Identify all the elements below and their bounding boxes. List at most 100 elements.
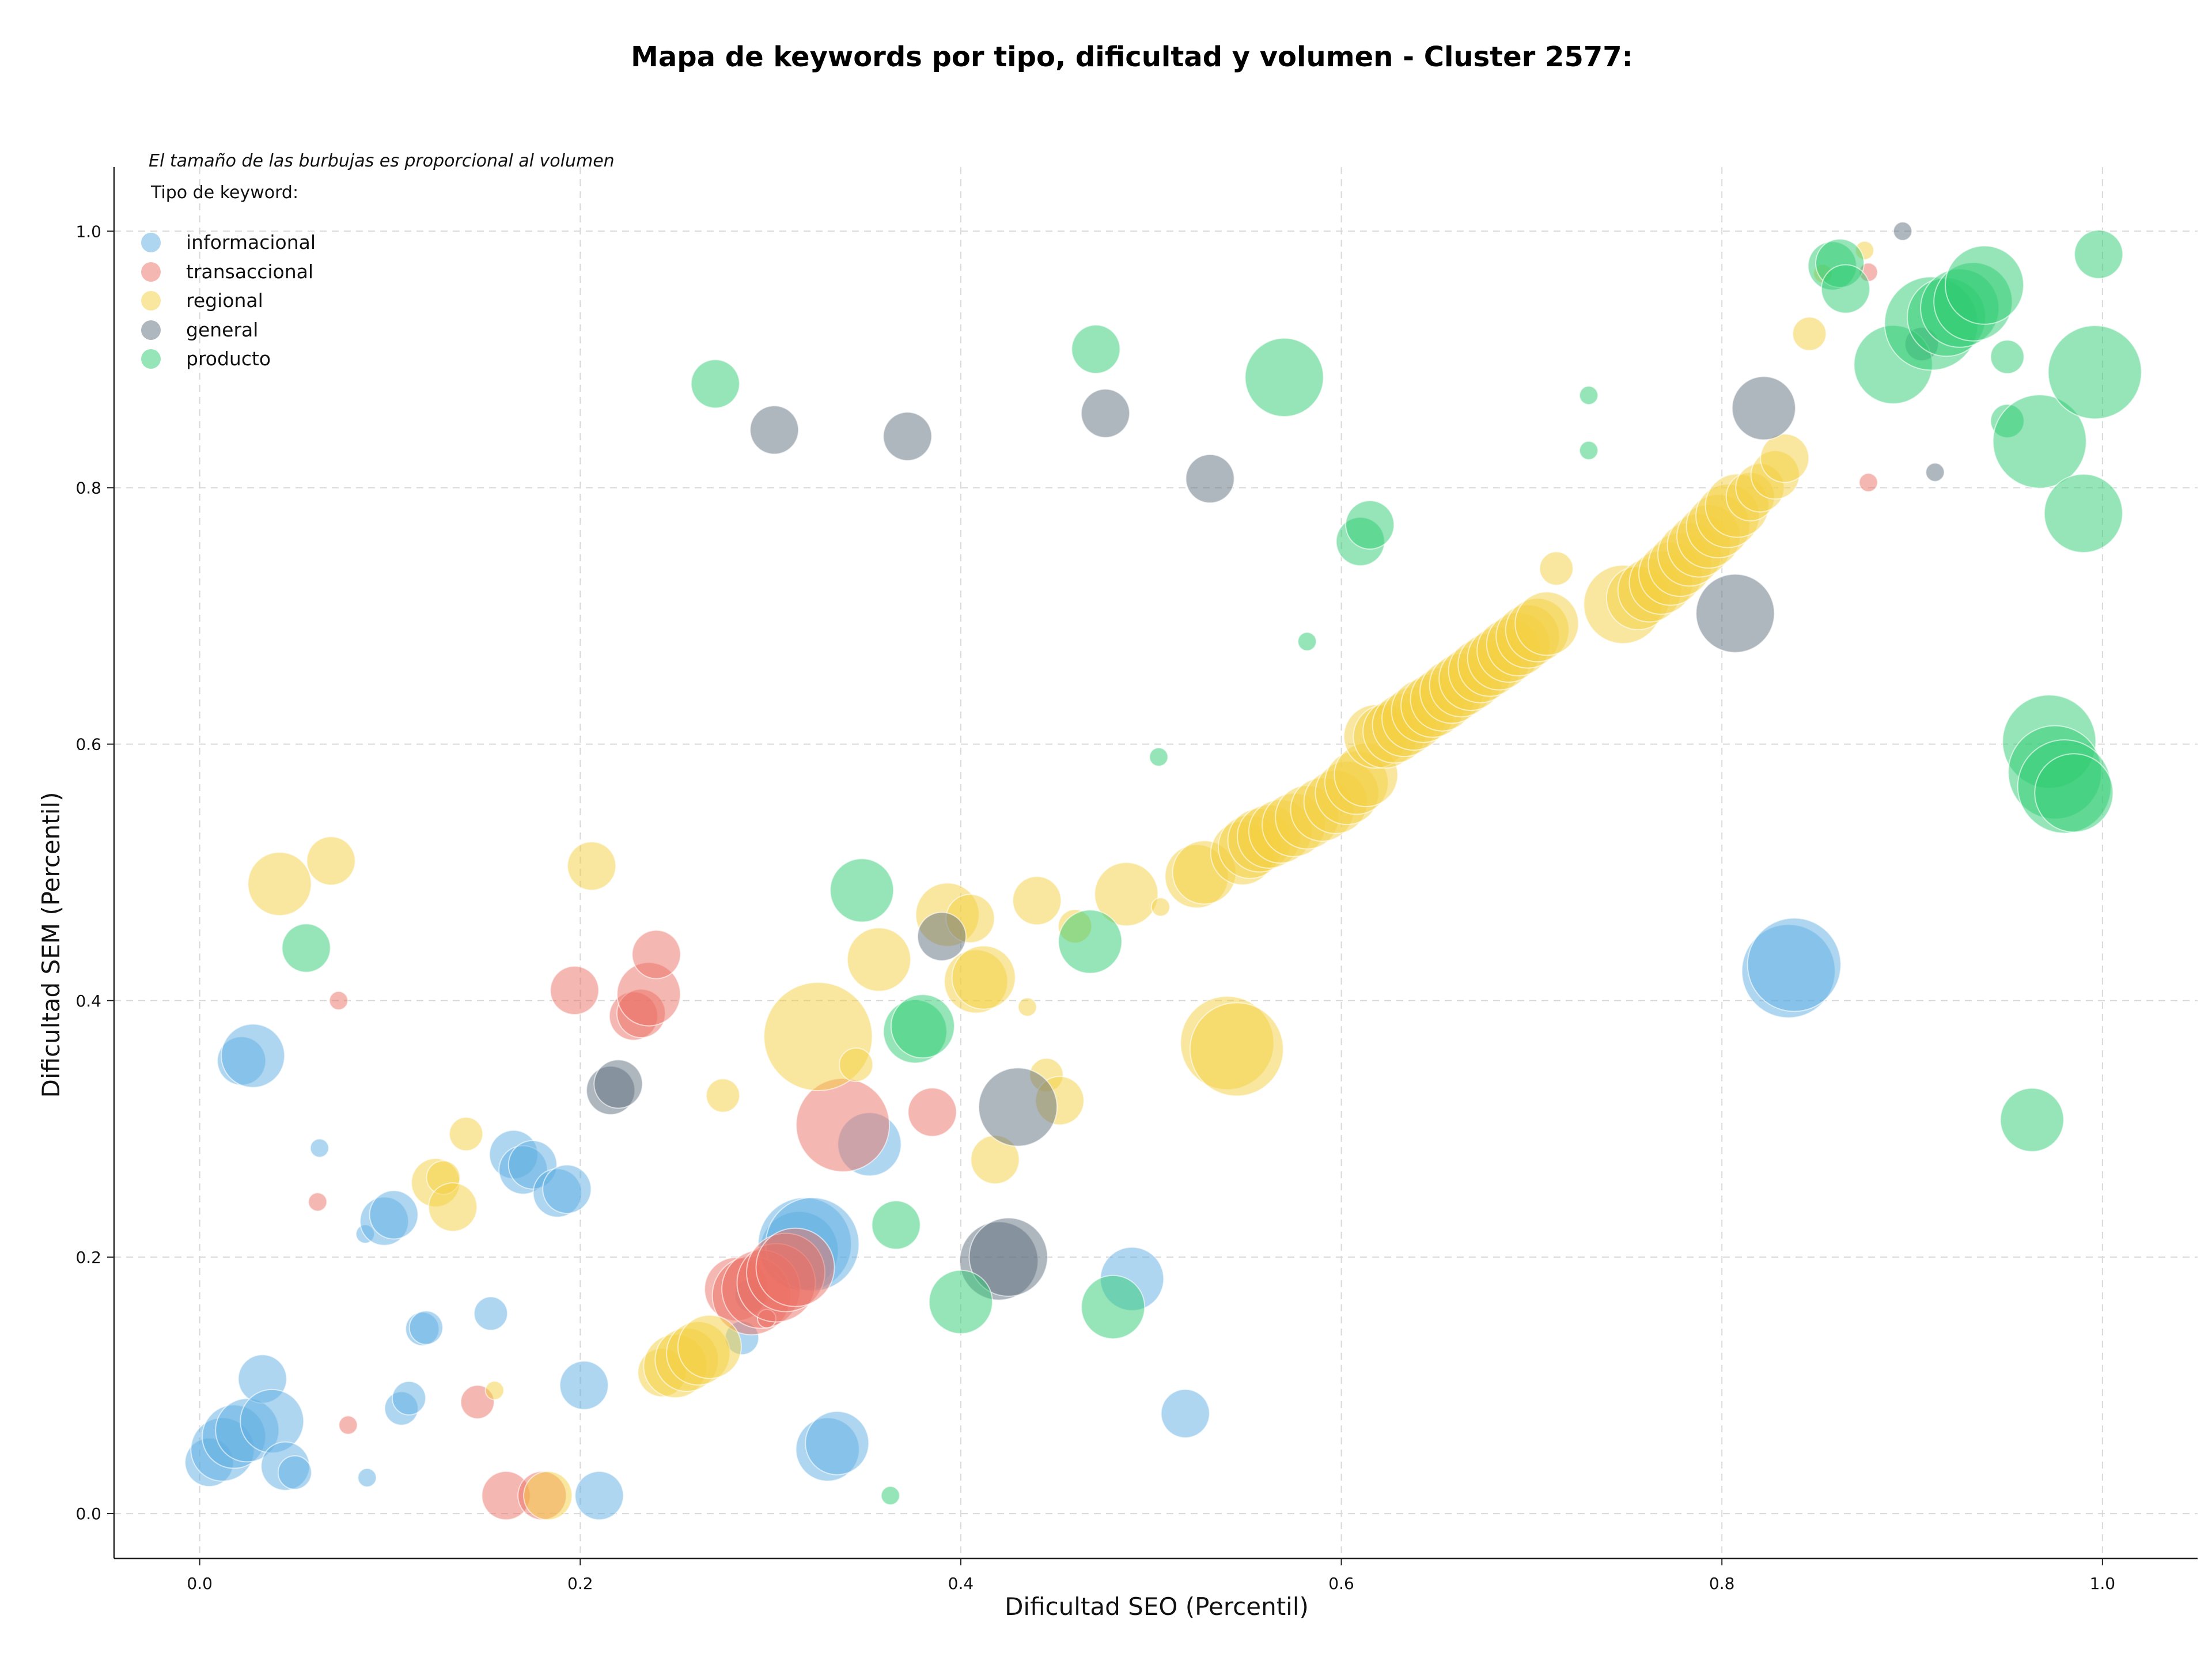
bubble-informacional [1160, 1388, 1210, 1439]
bubble-regional [839, 1047, 874, 1083]
y-tick-label: 0.8 [75, 478, 101, 497]
bubble-transaccional [308, 1192, 328, 1212]
bubble-producto [1058, 909, 1123, 974]
axes: 0.0 0.2 0.4 0.6 0.8 1.0 0.0 0.2 0.4 0.6 0.8 1.0 [75, 167, 2198, 1593]
bubble-informacional [392, 1380, 426, 1416]
bubble-general [968, 1217, 1048, 1297]
bubble-regional [677, 1314, 742, 1379]
bubble-producto [1999, 1087, 2065, 1152]
legend-marker-informacional [141, 233, 161, 252]
bubble-transaccional [1858, 472, 1878, 493]
legend-marker-transaccional [141, 262, 161, 282]
bubble-regional [247, 852, 312, 917]
bubble-transaccional [796, 1077, 891, 1172]
legend-label-regional: regional [186, 289, 263, 312]
bubble-size-note: El tamaño de las burbujas es proporciona… [149, 151, 615, 171]
bubble-general [978, 1067, 1058, 1147]
x-tick-label: 0.0 [187, 1574, 213, 1593]
bubble-producto [1297, 631, 1317, 652]
y-tick-label: 0.0 [75, 1504, 101, 1523]
y-tick-label: 1.0 [75, 222, 101, 241]
bubble-producto [1945, 245, 2024, 325]
x-tick-label: 0.4 [948, 1574, 974, 1593]
bubble-general [882, 411, 933, 461]
bubble-producto [690, 359, 740, 409]
y-tick-label: 0.2 [75, 1248, 101, 1267]
bubble-general [1893, 221, 1912, 241]
bubble-regional [1150, 897, 1171, 917]
bubble-regional [306, 836, 356, 886]
bubble-regional [1792, 316, 1827, 351]
x-tick-label: 0.8 [1709, 1574, 1735, 1593]
bubble-general [1185, 453, 1235, 504]
bubble-producto [1149, 747, 1169, 767]
bubble-producto [2043, 474, 2123, 553]
bubble-producto [1992, 394, 2087, 489]
bubble-regional [428, 1182, 478, 1232]
legend-item-informacional: informacional [141, 231, 316, 253]
bubble-producto [1579, 440, 1599, 460]
bubble-regional [1539, 551, 1574, 586]
bubble-transaccional [338, 1415, 358, 1435]
x-tick-label: 0.6 [1328, 1574, 1354, 1593]
bubble-general [1731, 376, 1796, 441]
bubble-regional [706, 1078, 740, 1113]
bubble-general [916, 911, 967, 962]
bubble-regional [951, 945, 1016, 1010]
bubble-informacional [474, 1296, 508, 1331]
bubble-regional [484, 1380, 505, 1401]
legend-title: Tipo de keyword: [150, 183, 298, 203]
y-axis-label: Dificultad SEM (Percentil) [37, 792, 65, 1098]
bubble-producto [281, 923, 331, 973]
bubble-producto [928, 1269, 993, 1334]
bubble-producto [1990, 339, 2025, 374]
bubble-producto [871, 1200, 921, 1250]
bubble-general [1081, 388, 1130, 438]
bubble-transaccional [550, 966, 600, 1015]
bubble-transaccional [631, 929, 681, 979]
legend: informacional transaccional regional gen… [141, 231, 316, 370]
legend-marker-regional [141, 291, 161, 311]
bubble-informacional [542, 1164, 592, 1214]
legend-item-general: general [141, 319, 258, 341]
legend-item-regional: regional [141, 289, 263, 312]
bubble-general [1925, 462, 1945, 482]
bubble-informacional [1747, 917, 1842, 1012]
legend-label-general: general [186, 319, 258, 341]
bubble-regional [1189, 1002, 1284, 1097]
bubble-producto [890, 994, 955, 1059]
bubble-informacional [408, 1310, 444, 1345]
legend-marker-general [141, 320, 161, 340]
bubble-informacional [221, 1023, 286, 1088]
legend-label-producto: producto [186, 347, 271, 370]
bubble-general [1695, 573, 1775, 653]
bubble-producto [1820, 264, 1870, 314]
bubble-producto [2074, 229, 2124, 279]
bubble-producto [880, 1485, 900, 1505]
y-tick-label: 0.6 [75, 735, 101, 754]
bubble-informacional [574, 1470, 624, 1520]
bubble-producto [2047, 325, 2142, 420]
bubble-transaccional [755, 1227, 835, 1307]
bubble-informacional [805, 1410, 870, 1475]
bubble-producto [1081, 1274, 1146, 1340]
bubble-regional [567, 841, 617, 891]
bubble-regional [1514, 591, 1580, 656]
x-tick-label: 1.0 [2090, 1574, 2116, 1593]
legend-marker-producto [141, 349, 161, 369]
bubble-regional [1760, 433, 1810, 483]
bubble-regional [846, 927, 911, 992]
legend-item-transaccional: transaccional [141, 260, 313, 283]
legend-label-informacional: informacional [186, 231, 316, 253]
bubble-producto [2034, 753, 2114, 833]
bubble-producto [1579, 385, 1599, 406]
bubble-general [749, 405, 800, 455]
bubble-informacional [309, 1138, 329, 1158]
bubble-regional [449, 1117, 484, 1152]
bubble-general [593, 1059, 643, 1109]
bubbles-layer [184, 221, 2142, 1520]
y-tick-label: 0.4 [75, 992, 101, 1011]
bubble-informacional [559, 1360, 609, 1410]
bubble-regional [1012, 876, 1062, 926]
